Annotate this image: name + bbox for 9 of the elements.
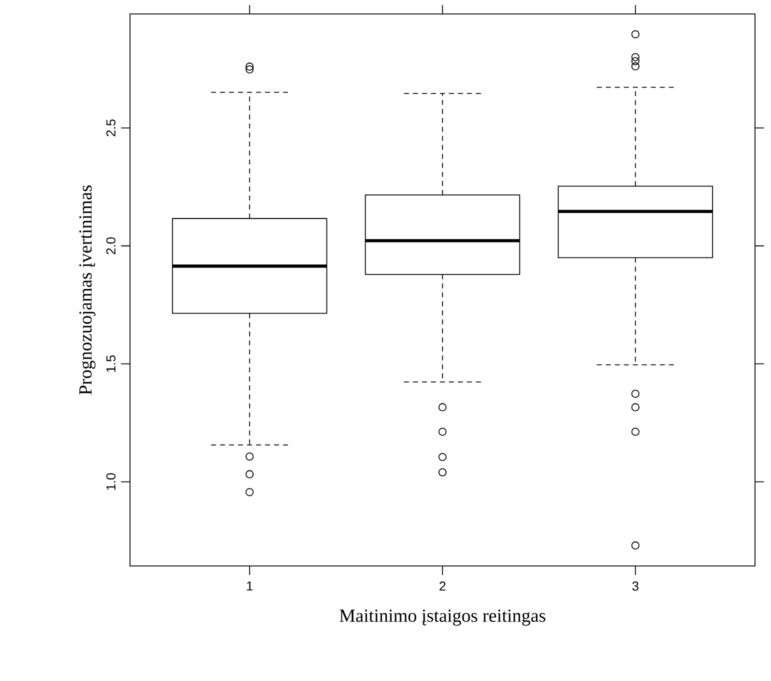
y-tick-label: 1.0 bbox=[106, 473, 116, 490]
x-tick-label: 1 bbox=[246, 582, 253, 590]
y-axis-title: Prognozuojamas įvertinimas bbox=[79, 185, 96, 395]
x-tick-label: 2 bbox=[440, 582, 446, 591]
y-tick-label: 2.5 bbox=[106, 119, 116, 136]
x-tick-label: 3 bbox=[632, 582, 638, 591]
y-tick-label: 2.0 bbox=[106, 237, 116, 254]
x-axis-title: Maitinimo įstaigos reitingas bbox=[340, 610, 546, 626]
y-tick-label: 1.5 bbox=[106, 355, 116, 372]
